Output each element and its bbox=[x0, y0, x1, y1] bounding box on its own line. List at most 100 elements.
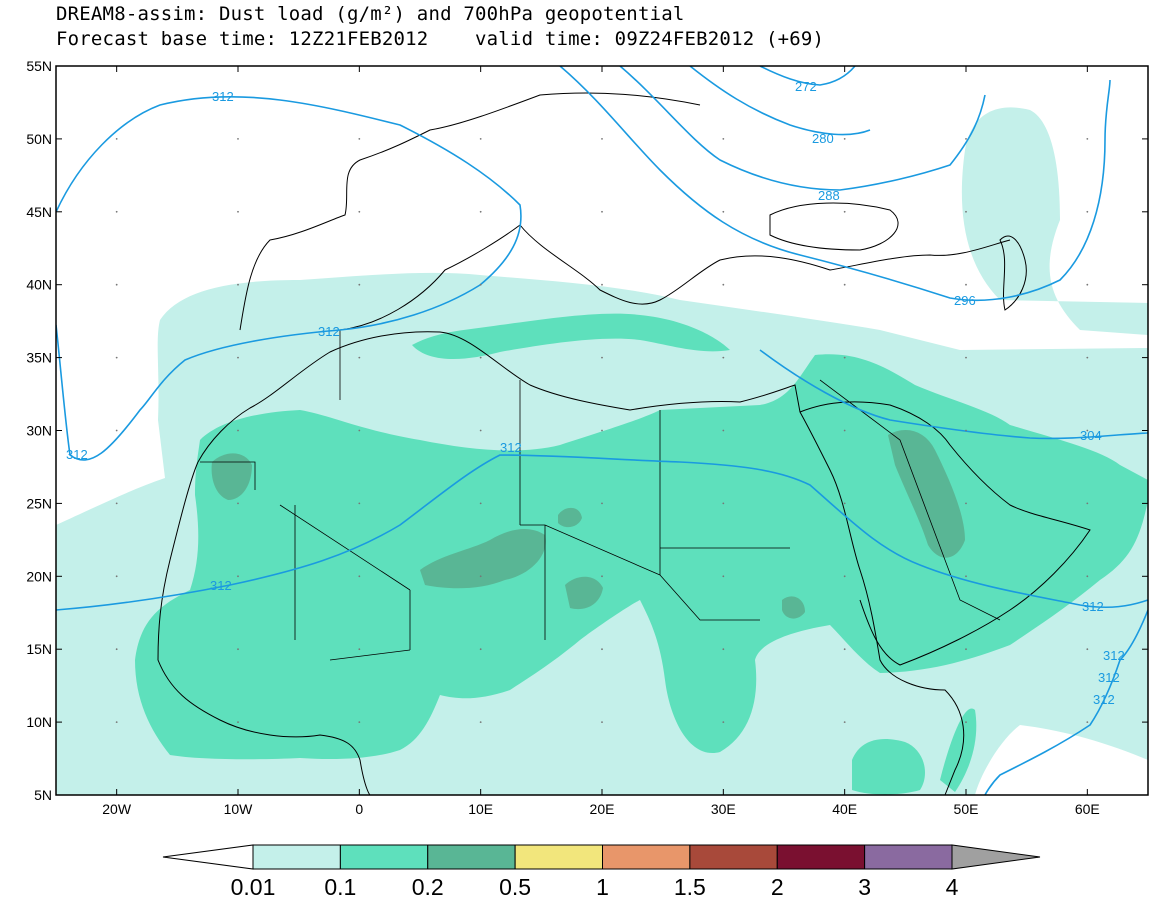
grid-dot bbox=[965, 210, 967, 213]
colorbar-max-arrow bbox=[951, 844, 1041, 870]
dust-level-0.1-somalia bbox=[940, 708, 977, 792]
grid-dot bbox=[1086, 210, 1089, 213]
grid-dot bbox=[965, 429, 967, 432]
grid-dot bbox=[358, 138, 361, 140]
grid-dot bbox=[237, 138, 239, 140]
dust-level-0.2-morocco bbox=[211, 453, 252, 500]
grid-dot bbox=[601, 648, 603, 651]
grid-dot bbox=[843, 138, 846, 140]
grid-dot bbox=[722, 356, 725, 359]
contour-312-east bbox=[984, 609, 1148, 795]
grid-dot bbox=[115, 138, 118, 140]
contour-label: 272 bbox=[795, 79, 817, 94]
grid-dot bbox=[1086, 429, 1089, 432]
lat-tick-label: 40N bbox=[26, 277, 52, 293]
lon-tick-label: 20W bbox=[102, 801, 132, 817]
lon-tick-label: 10W bbox=[224, 801, 254, 817]
colorbar-label: 3 bbox=[858, 874, 871, 900]
lon-tick-label: 0 bbox=[355, 801, 363, 817]
dust-level-0.2-sudan bbox=[782, 596, 805, 619]
coastline-black-sea bbox=[769, 202, 899, 251]
colorbar-cell bbox=[339, 844, 429, 870]
grid-dot bbox=[843, 356, 846, 359]
grid-dot bbox=[601, 210, 603, 213]
valid-time: valid time: 09Z24FEB2012 (+69) bbox=[475, 28, 825, 50]
lat-tick-label: 25N bbox=[26, 495, 52, 511]
grid-dot bbox=[843, 210, 846, 213]
grid-dot bbox=[965, 502, 967, 505]
dust-level-0.2-niger bbox=[565, 576, 603, 610]
coastline-africa bbox=[197, 331, 965, 795]
grid-dot bbox=[965, 138, 967, 140]
grid-dot bbox=[479, 502, 482, 505]
contour-label-group: 312 312 312 312 312 312 312 312 312 304 … bbox=[66, 79, 1125, 707]
grid-dot bbox=[237, 210, 239, 213]
contour-label: 312 bbox=[318, 324, 340, 339]
dust-level-0.2-sahara bbox=[420, 528, 546, 589]
colorbar-cell bbox=[252, 844, 341, 870]
colorbar-label: 0.01 bbox=[231, 874, 276, 900]
axis-ticks: 55N 50N 45N 40N 35N 30N 25N 20N 15N 10N 5N 20W 10W 0 1… bbox=[26, 58, 1148, 817]
geopotential-contours bbox=[56, 66, 1148, 795]
contour-280 bbox=[689, 66, 871, 136]
grid-dot bbox=[965, 648, 967, 651]
grid-dot bbox=[1086, 356, 1089, 359]
grid-dot bbox=[479, 648, 482, 651]
colorbar-label: 0.2 bbox=[412, 874, 444, 900]
lat-tick-label: 20N bbox=[26, 568, 52, 584]
lat-tick-label: 10N bbox=[26, 714, 52, 730]
contour-label: 312 bbox=[1103, 648, 1125, 663]
grid-dot bbox=[601, 356, 603, 359]
dust-level-0.2-arabia bbox=[888, 430, 965, 558]
lat-tick-label: 50N bbox=[26, 131, 52, 147]
grid-dot bbox=[722, 575, 725, 578]
contour-label: 312 bbox=[66, 447, 88, 462]
lat-tick-label: 30N bbox=[26, 423, 52, 439]
grid-dot bbox=[965, 283, 967, 286]
grid-dot bbox=[358, 502, 361, 505]
grid-dot bbox=[843, 429, 846, 432]
dust-level-0.1-east-africa bbox=[852, 739, 925, 795]
grid-dot bbox=[1086, 648, 1089, 651]
grid-dot bbox=[1086, 502, 1089, 505]
contour-288 bbox=[619, 66, 986, 191]
grid-dot bbox=[843, 648, 846, 651]
grid-dot bbox=[722, 721, 725, 723]
lat-tick-label: 55N bbox=[26, 58, 52, 74]
lon-tick-label: 20E bbox=[590, 801, 615, 817]
grid-dot bbox=[115, 356, 118, 359]
grid-dot bbox=[1086, 283, 1089, 286]
grid-dot bbox=[237, 356, 239, 359]
dust-level-0.2-libya bbox=[558, 507, 582, 528]
lon-tick-label: 60E bbox=[1075, 801, 1100, 817]
lat-tick-label: 15N bbox=[26, 641, 52, 657]
colorbar-cell bbox=[602, 844, 691, 870]
grid-dot bbox=[722, 502, 725, 505]
grid-dot bbox=[358, 356, 361, 359]
colorbar-cell bbox=[689, 844, 778, 870]
grid-dot bbox=[358, 210, 361, 213]
grid-dot bbox=[358, 283, 361, 286]
colorbar-cell bbox=[427, 844, 516, 870]
grid-dot bbox=[965, 721, 967, 723]
contour-label: 312 bbox=[212, 89, 234, 104]
grid-dot bbox=[843, 575, 846, 578]
grid-dot bbox=[843, 502, 846, 505]
contour-label: 296 bbox=[954, 293, 976, 308]
grid-dot bbox=[479, 429, 482, 432]
coastline-arabia bbox=[799, 401, 1091, 666]
contour-312-sahara bbox=[56, 454, 1148, 611]
grid-dot bbox=[358, 648, 361, 651]
grid-dot bbox=[115, 210, 118, 213]
lon-tick-label: 50E bbox=[954, 801, 979, 817]
grid-dot bbox=[479, 138, 482, 140]
contour-label: 312 bbox=[1082, 599, 1104, 614]
grid-dot bbox=[237, 502, 239, 505]
contour-label: 312 bbox=[210, 578, 232, 593]
contour-label: 288 bbox=[818, 188, 840, 203]
grid-dot bbox=[601, 502, 603, 505]
grid-dot bbox=[479, 721, 482, 723]
grid-dot bbox=[115, 502, 118, 505]
contour-296 bbox=[559, 66, 1111, 302]
